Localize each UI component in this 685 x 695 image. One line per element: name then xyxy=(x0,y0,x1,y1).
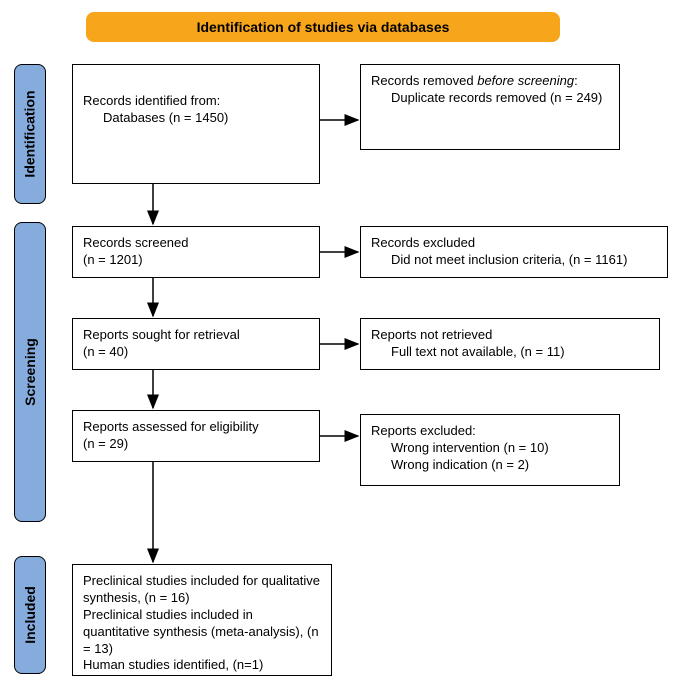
box-reports-assessed: Reports assessed for eligibility(n = 29) xyxy=(72,410,320,462)
stage-identification: Identification xyxy=(14,64,46,204)
box-records-screened: Records screened(n = 1201) xyxy=(72,226,320,278)
header-banner: Identification of studies via databases xyxy=(86,12,560,42)
box-reports-sought: Reports sought for retrieval(n = 40) xyxy=(72,318,320,370)
box-records-removed: Records removed before screening:Duplica… xyxy=(360,64,620,150)
stage-screening: Screening xyxy=(14,222,46,522)
box-studies-included: Preclinical studies included for qualita… xyxy=(72,564,332,676)
box-records-excluded: Records excludedDid not meet inclusion c… xyxy=(360,226,668,278)
header-title: Identification of studies via databases xyxy=(197,19,450,35)
box-reports-excluded: Reports excluded:Wrong intervention (n =… xyxy=(360,414,620,486)
box-reports-not-retrieved: Reports not retrievedFull text not avail… xyxy=(360,318,660,370)
stage-included: Included xyxy=(14,556,46,674)
box-records-identified: Records identified from:Databases (n = 1… xyxy=(72,64,320,184)
